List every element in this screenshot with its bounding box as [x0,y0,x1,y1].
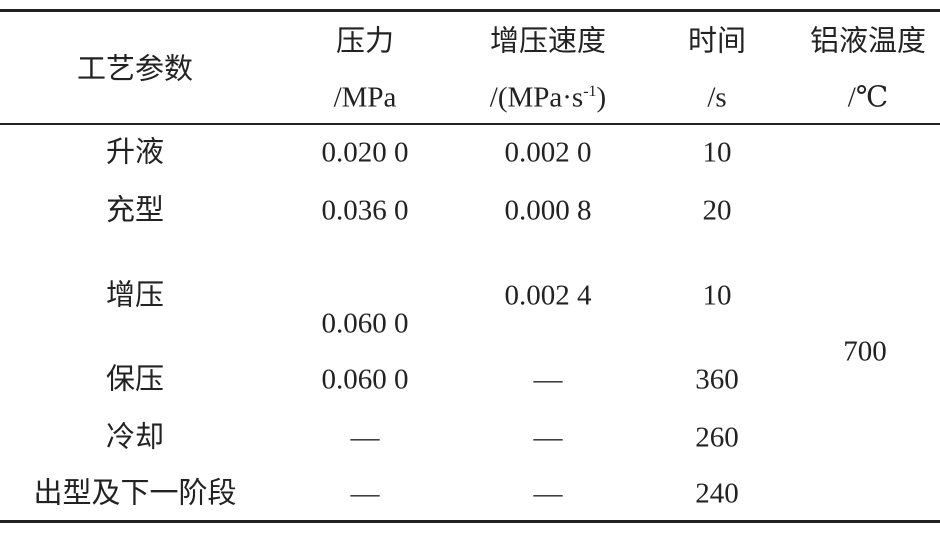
table-cell: 0.002 0 [504,136,592,169]
table-cell: 0.060 0 [321,363,409,396]
table-cell: 360 [695,363,739,396]
header-rule [0,123,940,125]
header-cell: 压力 [335,25,395,58]
table-cell: — [533,421,563,454]
table-cell: 0.002 4 [504,279,592,312]
header-unit: /MPa [333,81,397,114]
table-cell: 升液 [105,136,165,169]
table-cell: 260 [695,421,739,454]
table-cell: — [533,477,563,510]
table-cell: 增压 [105,279,165,312]
unit-sup: -1 [583,82,597,100]
table-cell: 10 [702,136,732,169]
header-unit: /℃ [847,81,889,114]
header-cell: 工艺参数 [76,53,194,86]
table-cell: 20 [702,194,732,227]
table-cell: 保压 [105,363,165,396]
unit-text: ) [596,81,607,114]
table-cell: — [350,477,380,510]
table-cell: 0.036 0 [321,194,409,227]
top-rule [0,9,940,12]
table-cell: 240 [695,477,739,510]
bottom-rule [0,520,940,523]
table-cell: 10 [702,279,732,312]
table-cell: 0.060 0 [321,307,409,340]
temperature-cell: 700 [843,335,887,368]
header-cell: 铝液温度 [809,25,927,58]
table-cell: — [350,421,380,454]
table-cell: 0.000 8 [504,194,592,227]
header-cell: 增压速度 [489,25,607,58]
header-unit: /s [707,81,727,114]
table-cell: 0.020 0 [321,136,409,169]
unit-text: /(MPa·s [489,81,584,114]
table-cell: — [533,363,563,396]
table-cell: 充型 [105,194,165,227]
header-unit: /(MPa·s-1) [489,81,607,114]
table-cell: 出型及下一阶段 [33,477,237,510]
header-cell: 时间 [687,25,747,58]
table-cell: 冷却 [105,421,165,454]
